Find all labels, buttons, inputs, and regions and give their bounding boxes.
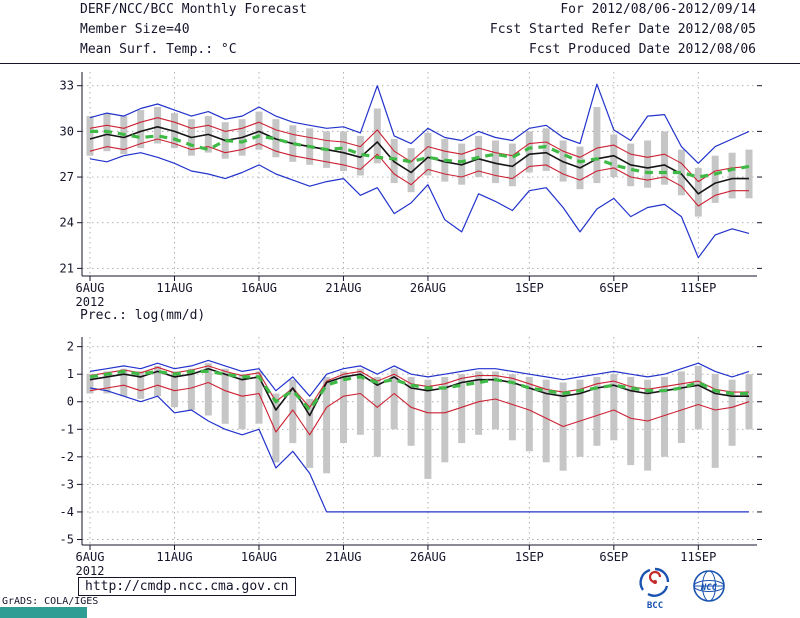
svg-text:21: 21 xyxy=(60,261,74,275)
header: DERF/NCC/BCC Monthly Forecast For 2012/0… xyxy=(0,0,800,60)
header-divider xyxy=(0,63,800,64)
svg-text:33: 33 xyxy=(60,79,74,93)
grads-credit: GrADS: COLA/IGES xyxy=(2,596,99,607)
svg-text:1SEP: 1SEP xyxy=(515,281,544,295)
svg-text:26AUG: 26AUG xyxy=(410,281,446,295)
svg-text:6AUG: 6AUG xyxy=(76,550,105,564)
svg-text:-4: -4 xyxy=(60,505,74,519)
ncc-logo-icon: NCC xyxy=(693,570,725,602)
footer-logos: BCC NCC xyxy=(632,566,734,612)
svg-text:11AUG: 11AUG xyxy=(156,281,192,295)
svg-text:1: 1 xyxy=(67,367,74,381)
svg-text:30: 30 xyxy=(60,124,74,138)
svg-text:24: 24 xyxy=(60,216,74,230)
svg-text:16AUG: 16AUG xyxy=(241,281,277,295)
grads-colorbar xyxy=(0,607,87,618)
bcc-logo-icon: BCC xyxy=(639,567,670,611)
svg-text:26AUG: 26AUG xyxy=(410,550,446,564)
svg-text:6SEP: 6SEP xyxy=(599,281,628,295)
svg-text:27: 27 xyxy=(60,170,74,184)
ncc-logo-text: NCC xyxy=(700,583,718,593)
svg-text:16AUG: 16AUG xyxy=(241,550,277,564)
svg-text:-1: -1 xyxy=(60,422,74,436)
temp-chart-title: Mean Surf. Temp.: °C xyxy=(80,42,237,57)
member-size-label: Member Size=40 xyxy=(80,22,190,37)
svg-text:2: 2 xyxy=(67,340,74,354)
svg-text:2012: 2012 xyxy=(76,295,105,309)
fcst-start-date: Fcst Started Refer Date 2012/08/05 xyxy=(489,22,756,37)
svg-text:0: 0 xyxy=(67,395,74,409)
svg-text:21AUG: 21AUG xyxy=(325,281,361,295)
svg-text:11SEP: 11SEP xyxy=(680,550,716,564)
precip-chart-title: Prec.: log(mm/d) xyxy=(80,308,206,323)
page-title: DERF/NCC/BCC Monthly Forecast xyxy=(80,2,307,17)
svg-text:1SEP: 1SEP xyxy=(515,550,544,564)
bcc-logo-text: BCC xyxy=(647,601,663,611)
svg-text:11AUG: 11AUG xyxy=(156,550,192,564)
svg-text:2012: 2012 xyxy=(76,564,105,578)
svg-text:6AUG: 6AUG xyxy=(76,281,105,295)
svg-text:-5: -5 xyxy=(60,532,74,546)
source-url-label: http://cmdp.ncc.cma.gov.cn xyxy=(78,577,296,596)
svg-text:-3: -3 xyxy=(60,477,74,491)
svg-text:11SEP: 11SEP xyxy=(680,281,716,295)
forecast-period: For 2012/08/06-2012/09/14 xyxy=(560,2,756,17)
svg-text:21AUG: 21AUG xyxy=(325,550,361,564)
svg-text:-2: -2 xyxy=(60,450,74,464)
fcst-produced-date: Fcst Produced Date 2012/08/06 xyxy=(529,42,756,57)
svg-text:6SEP: 6SEP xyxy=(599,550,628,564)
